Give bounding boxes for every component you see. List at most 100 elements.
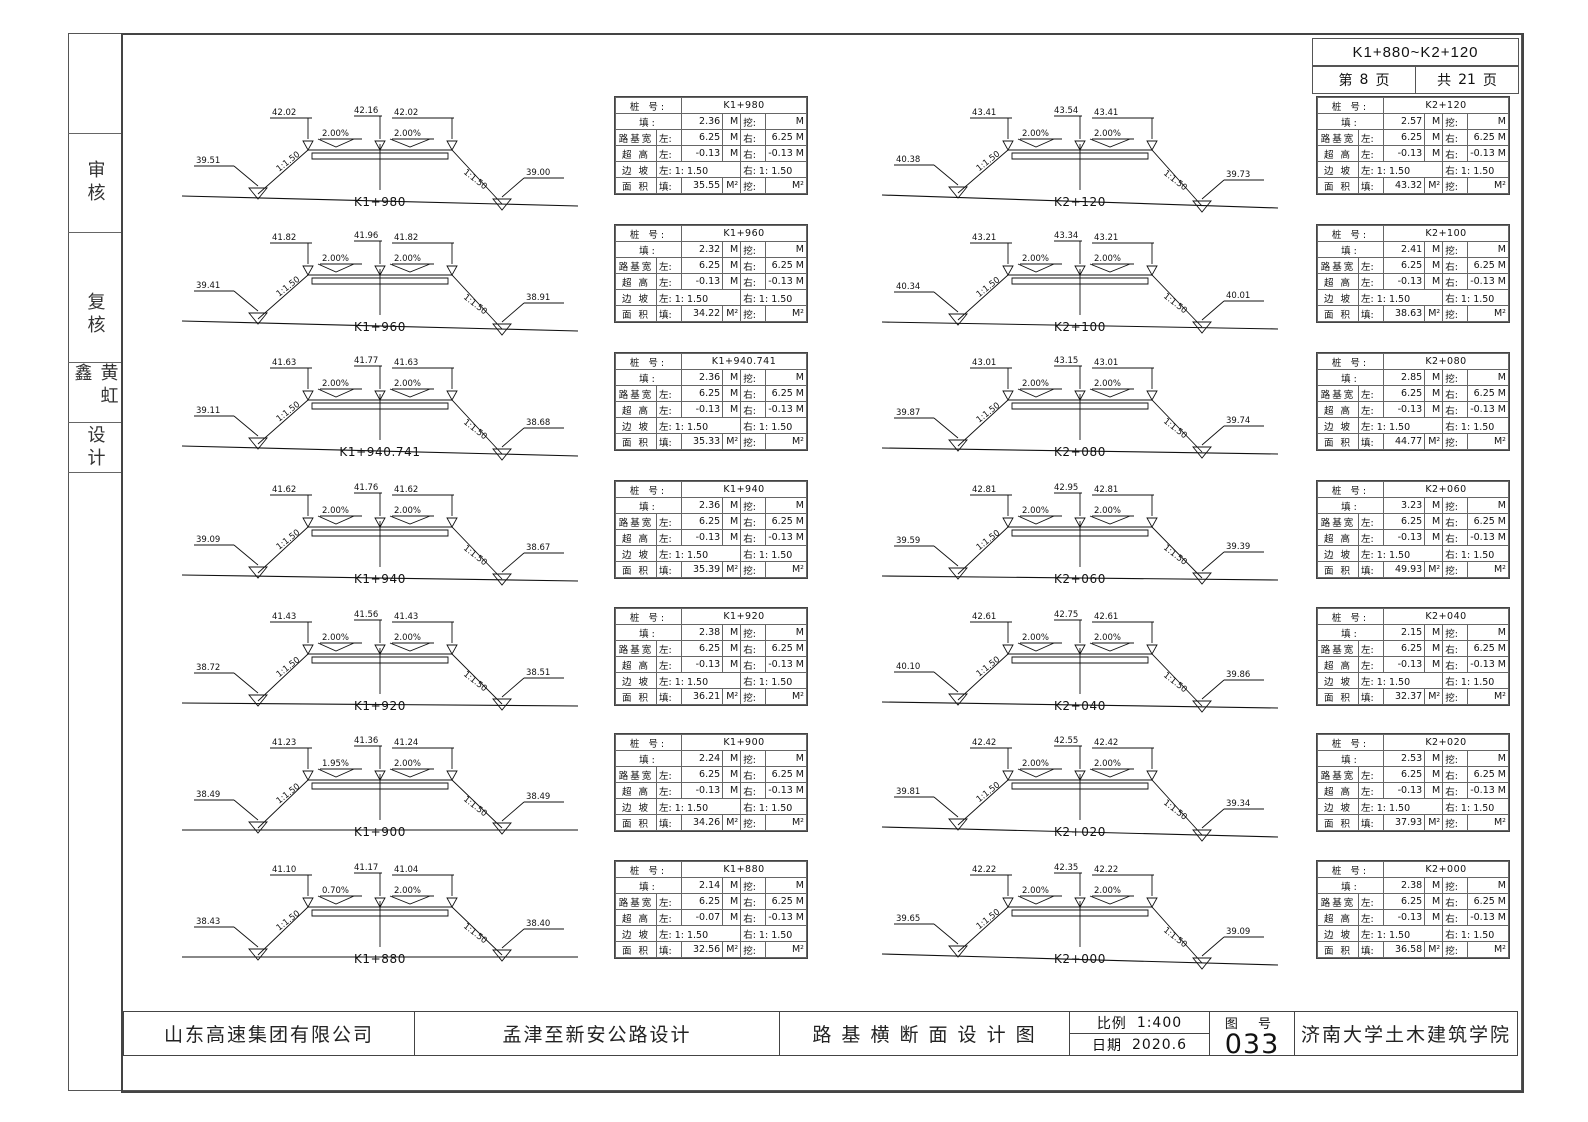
width-left-label: 左:	[656, 513, 682, 530]
area-cut-unit: M²	[1467, 814, 1509, 831]
svg-text:2.00%: 2.00%	[1094, 379, 1121, 389]
svg-text:1:1.50: 1:1.50	[975, 907, 1003, 932]
super-left-value: -0.13	[1382, 782, 1426, 799]
svg-text:40.10: 40.10	[896, 662, 920, 672]
date-row: 日期 2020.6	[1070, 1034, 1209, 1055]
area-cut-label: 挖:	[740, 561, 767, 578]
slope-label: 边 坡	[1317, 798, 1359, 815]
super-left-label: 左:	[656, 145, 682, 162]
svg-text:39.41: 39.41	[196, 281, 220, 291]
svg-text:1:1.50: 1:1.50	[461, 921, 489, 946]
fill-unit: M	[1424, 113, 1444, 130]
area-cut-unit: M²	[1467, 941, 1509, 958]
svg-text:2.00%: 2.00%	[394, 759, 421, 769]
slope-label: 边 坡	[615, 798, 657, 815]
super-right-label: 右:	[740, 273, 767, 290]
super-left-value: -0.13	[680, 401, 724, 418]
area-cut-unit: M²	[765, 688, 807, 705]
fill-height: 2.38	[680, 624, 724, 641]
fill-height: 2.32	[680, 241, 724, 258]
area-cut-label: 挖:	[740, 941, 767, 958]
width-left-value: 6.25	[1382, 893, 1426, 910]
svg-text:39.39: 39.39	[1226, 542, 1250, 552]
drawing-number-label: 图 号	[1224, 1016, 1280, 1032]
width-left-unit: M	[722, 766, 742, 783]
svg-text:38.72: 38.72	[196, 663, 220, 673]
cut-label: 挖:	[1442, 241, 1469, 258]
super-left-label: 左:	[656, 401, 682, 418]
super-label: 超 高	[1317, 656, 1359, 673]
svg-text:2.00%: 2.00%	[322, 379, 349, 389]
area-fill-value: 35.39	[680, 561, 724, 578]
super-left-unit: M	[722, 401, 742, 418]
fill-unit: M	[722, 624, 742, 641]
width-left-value: 6.25	[1382, 640, 1426, 657]
width-label: 路基宽	[1317, 129, 1359, 146]
slope-label: 边 坡	[1317, 161, 1359, 178]
svg-text:1:1.50: 1:1.50	[1161, 168, 1189, 193]
super-label: 超 高	[615, 656, 657, 673]
company-name: 山东高速集团有限公司	[163, 1024, 374, 1046]
svg-text:1:1.50: 1:1.50	[275, 400, 303, 425]
width-left-label: 左:	[656, 129, 682, 146]
fill-label: 填:	[1317, 113, 1384, 130]
fill-height: 2.24	[680, 750, 724, 767]
fill-label: 填:	[615, 497, 682, 514]
area-fill-value: 35.55	[680, 177, 724, 194]
area-cut-unit: M²	[1467, 433, 1509, 450]
super-right-value: -0.13 M	[1467, 782, 1509, 799]
svg-text:43.34: 43.34	[1054, 231, 1078, 241]
svg-text:41.04: 41.04	[394, 865, 418, 875]
slope-label: 边 坡	[1317, 545, 1359, 562]
super-label: 超 高	[1317, 782, 1359, 799]
width-right-label: 右:	[1442, 893, 1469, 910]
svg-text:1:1.50: 1:1.50	[975, 149, 1003, 174]
svg-text:42.75: 42.75	[1054, 610, 1078, 620]
super-left-unit: M	[722, 145, 742, 162]
width-right-value: 6.25 M	[1467, 513, 1509, 530]
station-range-label: K1+880~K2+120	[1312, 38, 1519, 66]
svg-text:1:1.50: 1:1.50	[275, 528, 303, 553]
signature-label: 审核	[84, 160, 106, 206]
area-cut-label: 挖:	[740, 433, 767, 450]
super-label: 超 高	[615, 145, 657, 162]
fill-height: 2.36	[680, 369, 724, 386]
svg-text:42.02: 42.02	[272, 108, 296, 118]
area-cut-label: 挖:	[1442, 305, 1469, 322]
svg-text:2.00%: 2.00%	[394, 633, 421, 643]
width-right-label: 右:	[1442, 129, 1469, 146]
area-fill-unit: M²	[1424, 561, 1444, 578]
width-right-value: 6.25 M	[1467, 893, 1509, 910]
super-left-value: -0.13	[1382, 401, 1426, 418]
cut-unit: M	[1467, 113, 1509, 130]
svg-text:2.00%: 2.00%	[322, 506, 349, 516]
svg-text:41.63: 41.63	[272, 358, 296, 368]
svg-text:42.81: 42.81	[972, 485, 996, 495]
super-left-label: 左:	[656, 782, 682, 799]
fill-unit: M	[722, 113, 742, 130]
slope-left: 左: 1: 1.50	[655, 545, 742, 562]
width-label: 路基宽	[615, 513, 657, 530]
area-fill-label: 填:	[656, 305, 682, 322]
super-left-unit: M	[1424, 656, 1444, 673]
area-fill-label: 填:	[1358, 814, 1384, 831]
super-right-label: 右:	[1442, 782, 1469, 799]
width-right-value: 6.25 M	[765, 129, 807, 146]
svg-text:K1+920: K1+920	[354, 699, 406, 713]
super-right-value: -0.13 M	[1467, 909, 1509, 926]
svg-text:1:1.50: 1:1.50	[1161, 798, 1189, 823]
slope-right: 右: 1: 1.50	[1442, 672, 1509, 689]
area-cut-label: 挖:	[1442, 177, 1469, 194]
width-left-label: 左:	[656, 257, 682, 274]
area-fill-unit: M²	[722, 177, 742, 194]
area-cut-unit: M²	[1467, 688, 1509, 705]
svg-text:2.00%: 2.00%	[1022, 254, 1049, 264]
width-left-value: 6.25	[1382, 766, 1426, 783]
area-cut-label: 挖:	[740, 177, 767, 194]
cut-label: 挖:	[1442, 877, 1469, 894]
svg-text:39.09: 39.09	[196, 535, 220, 545]
slope-right: 右: 1: 1.50	[740, 798, 807, 815]
area-cut-unit: M²	[1467, 177, 1509, 194]
